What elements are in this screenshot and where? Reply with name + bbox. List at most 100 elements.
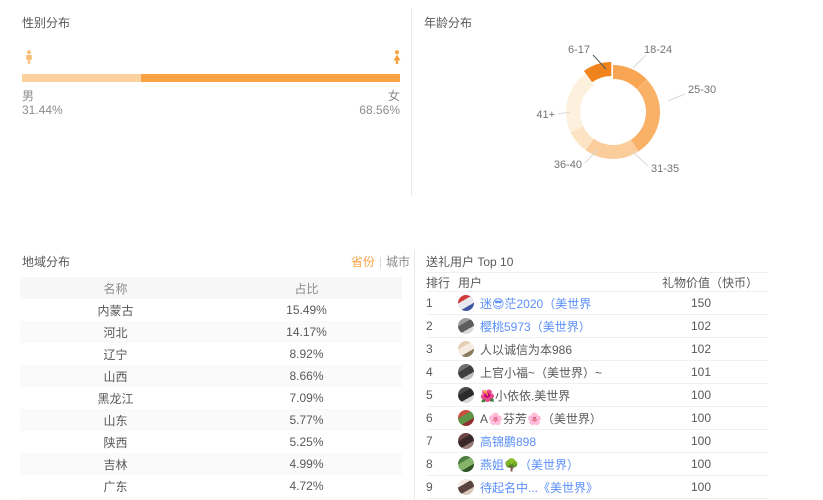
gift-user-name[interactable]: 待起名中...《美世界》 [480,480,599,495]
table-row[interactable]: 山西 8.66% [20,365,402,387]
region-name: 辽宁 [103,347,128,362]
table-row: 1 迷😎茫2020（美世界 150 [426,292,768,315]
region-name: 陕西 [103,435,128,450]
avatar [458,456,474,472]
region-ratio: 7.09% [289,391,324,405]
donut-segment-41+[interactable] [566,74,594,133]
table-row[interactable]: 山东 5.77% [20,409,402,431]
region-ratio: 14.17% [286,325,327,339]
table-row: 9 待起名中...《美世界》 100 [426,476,768,499]
region-col-ratio: 占比 [294,281,319,296]
region-name: 山西 [103,369,128,384]
bottom-panels-divider [414,250,415,500]
gift-value: 100 [691,411,712,425]
age-donut-chart: 18-24 25-30 31-35 36-40 41+ 6-17 [536,44,716,175]
female-percentage: 68.56% [359,103,400,117]
donut-segment-6-17[interactable] [583,62,612,83]
donut-label-31-35: 31-35 [651,163,679,175]
region-ratio: 5.25% [289,435,324,449]
table-row: 2 樱桃5973（美世界） 102 [426,315,768,338]
gift-rank: 7 [426,434,433,448]
donut-leader-line-25-30 [667,93,686,102]
gender-bar-male-segment[interactable] [22,74,141,82]
donut-leader-line-41+ [557,111,571,115]
gift-col-user: 用户 [458,275,483,290]
gift-value: 100 [691,480,712,494]
avatar [458,410,474,426]
gender-bar-female-segment[interactable] [140,74,400,82]
table-row: 3 人以诚信为本986 102 [426,338,768,361]
table-row[interactable]: 黑龙江 7.09% [20,387,402,409]
gift-rank: 5 [426,388,433,402]
male-label: 男 [22,89,35,103]
toggle-city[interactable]: 城市 [385,255,410,269]
gift-value: 102 [691,342,712,356]
avatar [458,318,474,334]
gift-value: 150 [691,296,712,310]
gift-rank: 3 [426,342,433,356]
female-label: 女 [387,89,400,103]
donut-label-18-24: 18-24 [644,44,672,56]
table-row: 7 高锦鹏898 100 [426,430,768,453]
table-row: 8 燕姐🌳（美世界） 100 [426,453,768,476]
table-row[interactable]: 河北 14.17% [20,321,402,343]
region-scope-toggle: 省份 | 城市 [351,253,410,270]
gift-col-value: 礼物价值（快币） [662,275,759,290]
age-panel-title: 年龄分布 [424,16,473,30]
region-ratio: 4.72% [289,479,324,493]
table-row[interactable]: 吉林 4.99% [20,453,402,475]
gift-rank: 4 [426,365,433,379]
toggle-province[interactable]: 省份 [350,255,375,269]
gift-rank: 1 [426,296,433,310]
table-row: 4 上官小福~（美世界）~ 101 [426,361,768,384]
gift-users-table: 排行 用户 礼物价值（快币） 1 迷😎茫2020（美世界 150 2 樱桃597… [426,272,768,499]
gift-rank: 2 [426,319,433,333]
region-name: 吉林 [103,457,128,472]
donut-segment-36-40[interactable] [570,125,594,151]
table-row[interactable]: 内蒙古 15.49% [20,299,402,321]
gift-user-name[interactable]: 高锦鹏898 [480,434,537,449]
table-row: 5 🌺小依依.美世界 100 [426,384,768,407]
donut-segment-18-24[interactable] [612,65,648,90]
donut-label-25-30: 25-30 [688,84,716,96]
gender-panel-title: 性别分布 [22,16,71,30]
region-ratio: 15.49% [286,303,327,317]
top-panels-divider [411,8,412,196]
donut-segment-25-30[interactable] [630,79,660,152]
toggle-separator: | [378,255,382,269]
region-panel-title: 地域分布 [22,255,71,269]
region-table: 名称 占比 内蒙古 15.49% 河北 14.17% 辽宁 8.92% 山西 8… [20,277,402,500]
gift-user-name: 🌺小依依.美世界 [480,388,571,403]
region-col-name: 名称 [103,281,128,296]
gift-user-name[interactable]: 迷😎茫2020（美世界 [480,296,592,311]
gift-user-name: 人以诚信为本986 [480,342,573,357]
table-row[interactable]: 广东 4.72% [20,475,402,497]
male-icon [24,50,34,69]
gift-user-name[interactable]: 樱桃5973（美世界） [480,319,591,334]
table-row: 6 A🌸芬芳🌸（美世界） 100 [426,407,768,430]
gift-value: 100 [691,388,712,402]
avatar [458,295,474,311]
donut-label-36-40: 36-40 [554,159,582,171]
table-row[interactable]: 辽宁 8.92% [20,343,402,365]
region-ratio: 4.99% [289,457,324,471]
region-ratio: 8.92% [289,347,324,361]
gift-user-name: A🌸芬芳🌸（美世界） [480,411,602,426]
gift-value: 101 [691,365,712,379]
region-row-partial [20,497,402,500]
gift-user-name[interactable]: 燕姐🌳（美世界） [480,457,579,472]
female-icon [392,50,402,69]
gift-user-name: 上官小福~（美世界）~ [480,365,603,380]
region-ratio: 8.66% [289,369,324,383]
donut-leader-line-31-35 [632,151,649,167]
table-row[interactable]: 陕西 5.25% [20,431,402,453]
donut-segment-31-35[interactable] [585,138,639,159]
gift-value: 100 [691,457,712,471]
male-percentage: 31.44% [22,103,63,117]
avatar [458,479,474,495]
gift-value: 100 [691,434,712,448]
gift-table-header: 排行 用户 礼物价值（快币） [426,272,768,292]
gift-rank: 9 [426,480,433,494]
region-name: 黑龙江 [97,391,134,406]
